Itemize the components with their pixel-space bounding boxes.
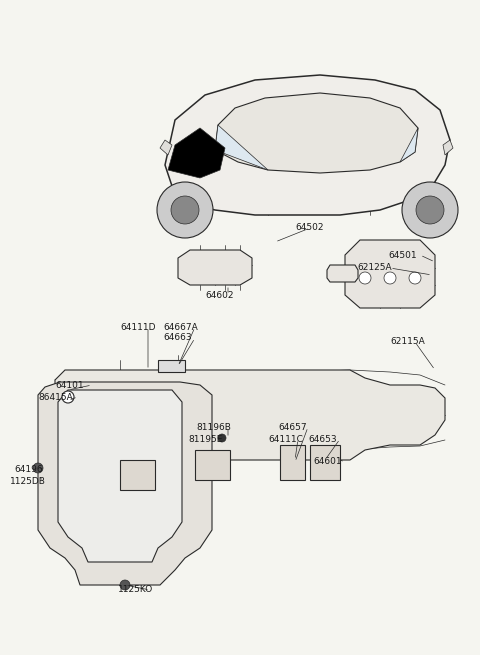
Circle shape bbox=[218, 434, 226, 442]
Circle shape bbox=[120, 580, 130, 590]
Text: 64663: 64663 bbox=[163, 333, 192, 343]
Polygon shape bbox=[310, 445, 340, 480]
Circle shape bbox=[33, 463, 43, 473]
Polygon shape bbox=[160, 140, 172, 155]
Text: 64111C: 64111C bbox=[268, 434, 303, 443]
Circle shape bbox=[359, 272, 371, 284]
Circle shape bbox=[171, 196, 199, 224]
Polygon shape bbox=[443, 140, 453, 155]
Polygon shape bbox=[215, 125, 268, 170]
Text: 64111D: 64111D bbox=[120, 322, 156, 331]
Polygon shape bbox=[55, 370, 445, 460]
Circle shape bbox=[157, 182, 213, 238]
Text: 1125DB: 1125DB bbox=[10, 477, 46, 487]
Text: 62115A: 62115A bbox=[390, 337, 425, 346]
Polygon shape bbox=[165, 75, 450, 215]
Text: 64502: 64502 bbox=[295, 223, 324, 233]
Text: 81196B: 81196B bbox=[196, 422, 231, 432]
Polygon shape bbox=[195, 450, 230, 480]
Text: 64657: 64657 bbox=[278, 422, 307, 432]
Text: 62125A: 62125A bbox=[357, 263, 392, 272]
Text: 64667A: 64667A bbox=[163, 322, 198, 331]
Text: 86415A: 86415A bbox=[38, 392, 73, 402]
Polygon shape bbox=[345, 240, 435, 308]
Text: 64653: 64653 bbox=[308, 434, 336, 443]
Text: 81195E: 81195E bbox=[188, 434, 222, 443]
Polygon shape bbox=[280, 445, 305, 480]
Circle shape bbox=[62, 391, 74, 403]
Polygon shape bbox=[178, 250, 252, 285]
Text: 64101: 64101 bbox=[55, 381, 84, 390]
Polygon shape bbox=[158, 360, 185, 372]
Polygon shape bbox=[38, 382, 212, 585]
Polygon shape bbox=[327, 265, 358, 282]
Polygon shape bbox=[400, 128, 418, 162]
Circle shape bbox=[402, 182, 458, 238]
Text: 1125KO: 1125KO bbox=[118, 586, 153, 595]
Polygon shape bbox=[168, 128, 225, 178]
Circle shape bbox=[416, 196, 444, 224]
Text: 64196: 64196 bbox=[14, 466, 43, 474]
Polygon shape bbox=[215, 93, 418, 173]
Circle shape bbox=[409, 272, 421, 284]
Text: 64601: 64601 bbox=[313, 457, 342, 466]
Circle shape bbox=[384, 272, 396, 284]
Text: 64602: 64602 bbox=[205, 291, 233, 299]
Polygon shape bbox=[120, 460, 155, 490]
Polygon shape bbox=[58, 390, 182, 562]
Text: 64501: 64501 bbox=[388, 250, 417, 259]
